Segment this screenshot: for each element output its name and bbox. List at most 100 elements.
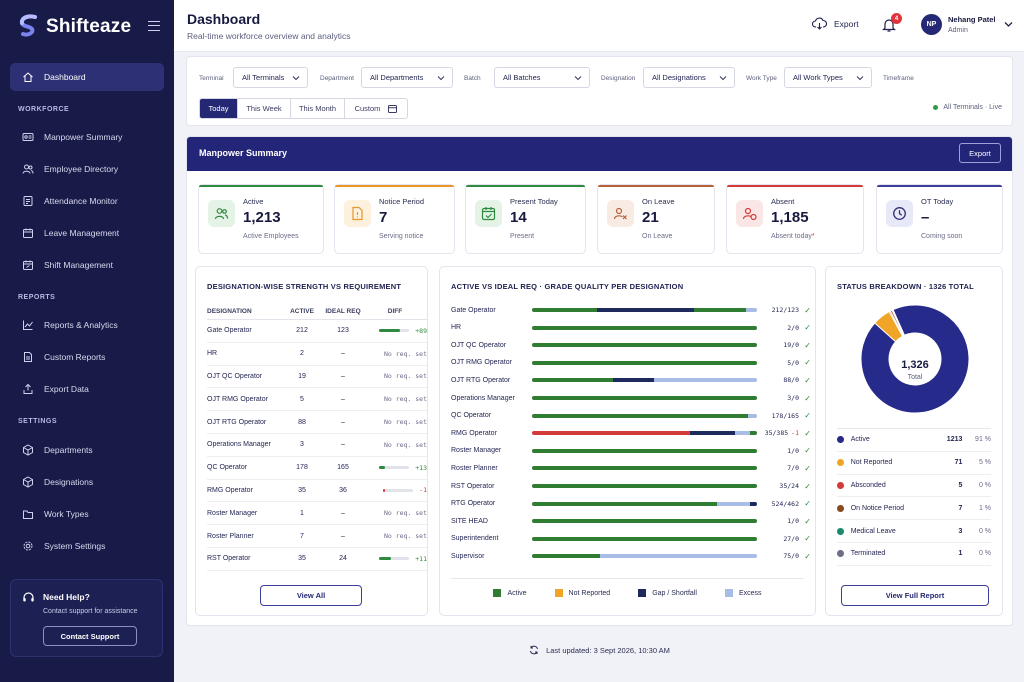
- quality-row-value: 2/0: [757, 324, 799, 332]
- quality-row[interactable]: Gate Operator 212/123 ✓: [451, 302, 811, 318]
- sidebar-item-export-data[interactable]: Export Data: [10, 375, 164, 403]
- header-export-button[interactable]: Export: [812, 17, 859, 30]
- sidebar-item-manpower-summary[interactable]: Manpower Summary: [10, 123, 164, 151]
- quality-row[interactable]: Operations Manager 3/0 ✓: [451, 390, 811, 406]
- table-row[interactable]: OJT RTG Operator 88 – No req. set: [207, 411, 427, 434]
- department-select[interactable]: All Departments: [361, 67, 453, 88]
- status-breakdown-panel: STATUS BREAKDOWN · 1326 TOTAL 1,326 Tota…: [825, 266, 1003, 616]
- avatar[interactable]: NP: [921, 14, 942, 35]
- quality-bar-segment-active: [532, 501, 717, 506]
- ideal-cell: –: [341, 350, 345, 358]
- sidebar-item-employee-directory[interactable]: Employee Directory: [10, 155, 164, 183]
- status-row[interactable]: On Notice Period 7 1 %: [837, 497, 991, 521]
- quality-row[interactable]: Supervisor 75/0 ✓: [451, 548, 811, 564]
- diff-value: No req. set: [383, 349, 427, 358]
- timeframe-today[interactable]: Today: [200, 99, 238, 118]
- quality-row[interactable]: Superintendent 27/0 ✓: [451, 531, 811, 547]
- view-all-button[interactable]: View All: [260, 585, 362, 606]
- kpi-ot-today[interactable]: OT Today – Coming soon: [876, 184, 1003, 254]
- legend-label: Gap / Shortfall: [652, 589, 697, 597]
- table-row[interactable]: RST Operator 35 24 +11: [207, 548, 427, 571]
- sidebar-item-departments[interactable]: Departments: [10, 436, 164, 464]
- column-header: DESIGNATION: [207, 308, 252, 315]
- check-icon: ✓: [804, 446, 811, 456]
- status-dot-icon: [837, 504, 844, 512]
- timeframe-this-week[interactable]: This Week: [238, 99, 291, 118]
- kpi-notice-period[interactable]: Notice Period 7 Serving notice: [334, 184, 455, 254]
- status-row[interactable]: Active 1213 91 %: [837, 429, 991, 452]
- sidebar-item-reports-analytics[interactable]: Reports & Analytics: [10, 311, 164, 339]
- work-type-select[interactable]: All Work Types: [784, 67, 872, 88]
- donut-hole: [889, 333, 941, 385]
- quality-row[interactable]: HR 2/0 ✓: [451, 320, 811, 336]
- active-cell: 7: [300, 532, 304, 540]
- terminal-select[interactable]: All Terminals: [233, 67, 308, 88]
- table-row[interactable]: Gate Operator 212 123 +89: [207, 320, 427, 343]
- status-row[interactable]: Medical Leave 3 0 %: [837, 520, 991, 543]
- contact-support-button[interactable]: Contact Support: [43, 626, 137, 646]
- sidebar-item-system-settings[interactable]: System Settings: [10, 532, 164, 560]
- table-row[interactable]: OJT QC Operator 19 – No req. set: [207, 366, 427, 389]
- chevron-down-icon[interactable]: [1004, 21, 1013, 28]
- status-count: 1213: [946, 436, 963, 444]
- quality-row[interactable]: OJT RTG Operator 88/0 ✓: [451, 372, 811, 388]
- timeframe-this-month[interactable]: This Month: [291, 99, 345, 118]
- designation-select[interactable]: All Designations: [643, 67, 735, 88]
- table-row[interactable]: Operations Manager 3 – No req. set: [207, 434, 427, 457]
- refresh-icon[interactable]: [529, 645, 539, 655]
- calendar-icon: [23, 228, 33, 238]
- quality-row[interactable]: Roster Manager 1/0 ✓: [451, 443, 811, 459]
- sidebar-item-work-types[interactable]: Work Types: [10, 500, 164, 528]
- users-icon: [22, 164, 34, 174]
- diff-cell: No req. set: [363, 509, 427, 517]
- page-title: Dashboard: [187, 11, 261, 27]
- menu-toggle-icon[interactable]: [148, 21, 160, 31]
- kpi-value: 14: [510, 209, 527, 226]
- divider: [451, 578, 804, 579]
- sidebar-item-shift-management[interactable]: Shift Management: [10, 251, 164, 279]
- quality-bar-segment-active: [532, 378, 613, 383]
- quality-row[interactable]: QC Operator 178/165 ✓: [451, 408, 811, 424]
- sidebar-item-custom-reports[interactable]: Custom Reports: [10, 343, 164, 371]
- folder-icon: [23, 510, 33, 519]
- summary-export-button[interactable]: Export: [959, 143, 1001, 163]
- table-row[interactable]: Roster Manager 1 – No req. set: [207, 502, 427, 526]
- table-row[interactable]: RMG Operator 35 36 -1: [207, 480, 427, 503]
- status-row[interactable]: Terminated 1 0 %: [837, 543, 991, 566]
- diff-cell: +13: [363, 464, 427, 472]
- sidebar-item-attendance-monitor[interactable]: Attendance Monitor: [10, 187, 164, 215]
- kpi-absent[interactable]: Absent 1,185 Absent today*: [726, 184, 864, 254]
- quality-row[interactable]: RMG Operator 35/385 -1 ✓: [451, 425, 811, 441]
- app-logo[interactable]: Shifteaze: [18, 14, 131, 40]
- sidebar-item-label: Dashboard: [44, 72, 86, 82]
- quality-row[interactable]: Roster Planner 7/0 ✓: [451, 460, 811, 476]
- quality-bar: [532, 536, 757, 541]
- timeframe-custom[interactable]: Custom: [345, 99, 407, 118]
- status-row[interactable]: Not Reported 71 5 %: [837, 452, 991, 475]
- table-row[interactable]: OJT RMG Operator 5 – No req. set: [207, 388, 427, 412]
- status-row[interactable]: Absconded 5 0 %: [837, 475, 991, 498]
- quality-row[interactable]: RTG Operator 524/462 ✓: [451, 496, 811, 512]
- status-dot-icon: [837, 459, 844, 467]
- quality-row[interactable]: SITE HEAD 1/0 ✓: [451, 513, 811, 529]
- sidebar-item-leave-management[interactable]: Leave Management: [10, 219, 164, 247]
- table-row[interactable]: QC Operator 178 165 +13: [207, 457, 427, 480]
- table-row[interactable]: Roster Planner 7 – No req. set: [207, 525, 427, 548]
- kpi-on-leave[interactable]: On Leave 21 On Leave: [597, 184, 715, 254]
- sidebar-item-dashboard[interactable]: Dashboard: [10, 63, 164, 91]
- view-full-report-button[interactable]: View Full Report: [841, 585, 989, 606]
- sidebar-item-designations[interactable]: Designations: [10, 468, 164, 496]
- table-row[interactable]: HR 2 – No req. set: [207, 343, 427, 366]
- batch-select[interactable]: All Batches: [494, 67, 590, 88]
- timeframe-segmented: Today This Week This Month Custom: [199, 98, 408, 119]
- quality-row[interactable]: OJT QC Operator 19/0 ✓: [451, 337, 811, 353]
- strength-title: DESIGNATION-WISE STRENGTH VS REQUIREMENT: [207, 282, 402, 291]
- quality-row[interactable]: RST Operator 35/24 ✓: [451, 478, 811, 494]
- quality-row[interactable]: OJT RMG Operator 5/0 ✓: [451, 355, 811, 371]
- kpi-active[interactable]: Active 1,213 Active Employees: [198, 184, 324, 254]
- quality-row-value: 3/0: [757, 394, 799, 402]
- quality-row-name: Roster Manager: [451, 447, 502, 455]
- kpi-present-today[interactable]: Present Today 14 Present: [465, 184, 586, 254]
- quality-ratio: 35/24: [779, 482, 799, 490]
- work-type-value: All Work Types: [793, 73, 843, 82]
